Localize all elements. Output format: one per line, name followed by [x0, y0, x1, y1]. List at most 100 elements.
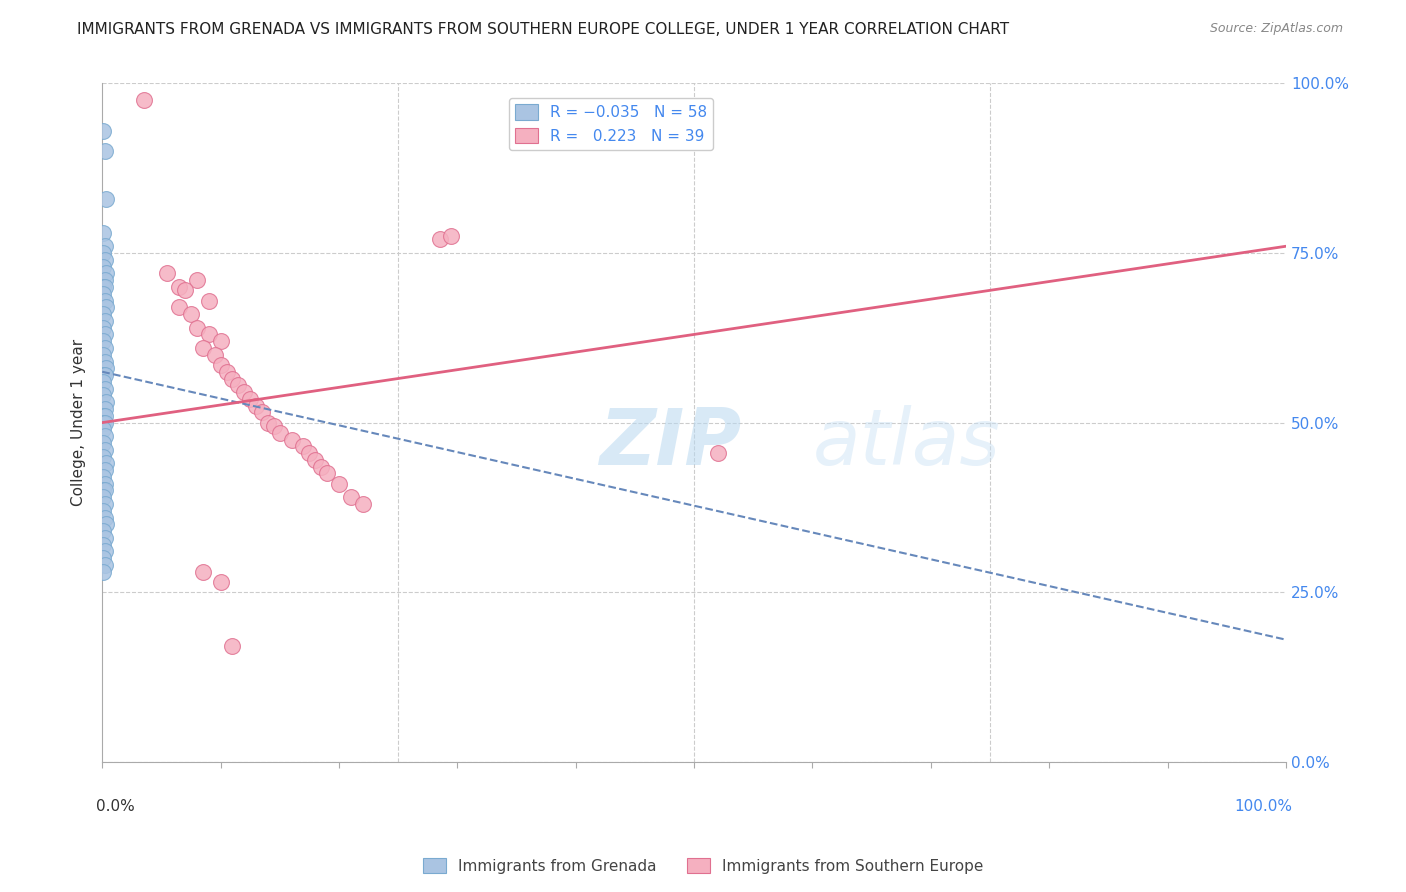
- Point: [209, 574, 232, 589]
- Point: [292, 439, 315, 453]
- Point: [93, 531, 115, 545]
- Point: [209, 358, 232, 372]
- Text: IMMIGRANTS FROM GRENADA VS IMMIGRANTS FROM SOUTHERN EUROPE COLLEGE, UNDER 1 YEAR: IMMIGRANTS FROM GRENADA VS IMMIGRANTS FR…: [77, 22, 1010, 37]
- Point: [204, 348, 226, 362]
- Point: [93, 463, 115, 477]
- Point: [93, 416, 115, 430]
- Point: [706, 446, 728, 460]
- Point: [191, 565, 214, 579]
- Point: [93, 551, 115, 566]
- Point: [429, 232, 451, 246]
- Point: [93, 239, 115, 253]
- Point: [93, 402, 115, 417]
- Text: ZIP: ZIP: [599, 405, 741, 481]
- Point: [269, 425, 291, 440]
- Point: [132, 94, 155, 108]
- Text: Source: ZipAtlas.com: Source: ZipAtlas.com: [1209, 22, 1343, 36]
- Point: [93, 382, 115, 396]
- Point: [93, 510, 115, 524]
- Point: [93, 442, 115, 457]
- Point: [197, 327, 219, 342]
- Point: [263, 419, 285, 434]
- Point: [352, 497, 374, 511]
- Point: [221, 640, 243, 654]
- Point: [93, 145, 115, 159]
- Point: [174, 283, 197, 297]
- Point: [328, 476, 350, 491]
- Point: [280, 433, 302, 447]
- Point: [167, 300, 190, 314]
- Point: [186, 320, 208, 334]
- Legend: Immigrants from Grenada, Immigrants from Southern Europe: Immigrants from Grenada, Immigrants from…: [416, 852, 990, 880]
- Point: [245, 399, 267, 413]
- Point: [93, 388, 115, 402]
- Point: [221, 371, 243, 385]
- Point: [93, 354, 115, 368]
- Point: [93, 504, 115, 518]
- Point: [93, 409, 115, 423]
- Point: [197, 293, 219, 308]
- Point: [250, 405, 273, 419]
- Point: [93, 334, 115, 349]
- Point: [93, 476, 115, 491]
- Point: [233, 385, 256, 400]
- Point: [94, 192, 117, 206]
- Point: [93, 307, 115, 321]
- Point: [93, 124, 115, 138]
- Point: [94, 395, 117, 409]
- Point: [93, 341, 115, 355]
- Point: [94, 361, 117, 376]
- Point: [93, 490, 115, 504]
- Point: [93, 565, 115, 579]
- Point: [93, 226, 115, 240]
- Point: [93, 416, 115, 430]
- Point: [304, 453, 326, 467]
- Point: [316, 467, 339, 481]
- Point: [94, 266, 117, 280]
- Point: [228, 378, 250, 392]
- Point: [93, 280, 115, 294]
- Point: [239, 392, 262, 406]
- Text: atlas: atlas: [813, 405, 1000, 481]
- Point: [440, 229, 463, 244]
- Point: [93, 327, 115, 342]
- Point: [167, 280, 190, 294]
- Point: [209, 334, 232, 349]
- Point: [93, 483, 115, 498]
- Point: [298, 446, 321, 460]
- Point: [215, 365, 238, 379]
- Point: [93, 246, 115, 260]
- Point: [93, 320, 115, 334]
- Y-axis label: College, Under 1 year: College, Under 1 year: [72, 339, 86, 506]
- Point: [93, 260, 115, 274]
- Point: [93, 314, 115, 328]
- Point: [93, 538, 115, 552]
- Point: [180, 307, 202, 321]
- Point: [93, 368, 115, 383]
- Point: [94, 456, 117, 470]
- Point: [93, 375, 115, 389]
- Point: [340, 490, 363, 504]
- Point: [93, 368, 115, 383]
- Point: [93, 544, 115, 558]
- Point: [94, 517, 117, 532]
- Point: [186, 273, 208, 287]
- Point: [93, 252, 115, 267]
- Point: [93, 436, 115, 450]
- Point: [191, 341, 214, 355]
- Point: [93, 470, 115, 484]
- Point: [156, 266, 179, 280]
- Point: [93, 348, 115, 362]
- Point: [309, 459, 332, 474]
- Point: [93, 409, 115, 423]
- Point: [93, 273, 115, 287]
- Point: [257, 416, 280, 430]
- Point: [93, 524, 115, 538]
- Point: [93, 483, 115, 498]
- Point: [93, 429, 115, 443]
- Text: 100.0%: 100.0%: [1234, 799, 1292, 814]
- Point: [93, 286, 115, 301]
- Point: [94, 300, 117, 314]
- Point: [93, 293, 115, 308]
- Point: [93, 280, 115, 294]
